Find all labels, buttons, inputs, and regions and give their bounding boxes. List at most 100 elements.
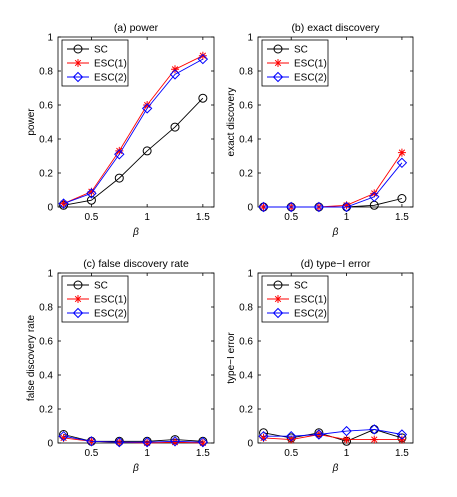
data-point: [171, 438, 179, 447]
data-point: [341, 201, 352, 213]
legend-entry-label: ESC(1): [94, 295, 127, 306]
data-point: [58, 198, 69, 209]
data-point: [342, 435, 351, 444]
data-point: [369, 424, 380, 435]
legend-entry-label: ESC(2): [294, 73, 327, 84]
legend-entry-label: SC: [294, 281, 308, 292]
x-axis-label: β: [132, 227, 139, 238]
data-point: [198, 439, 207, 447]
data-point: [198, 93, 208, 103]
y-tick-label: 0: [47, 439, 53, 450]
x-tick-label: 0.5: [84, 212, 98, 223]
y-tick-label: 0.2: [39, 405, 53, 416]
y-tick-label: 0.6: [39, 101, 53, 112]
x-tick-label: 1.5: [395, 448, 409, 459]
legend-entry-label: SC: [294, 45, 308, 56]
data-point: [286, 430, 297, 442]
legend-marker: [73, 280, 83, 290]
y-tick-label: 0.8: [39, 67, 53, 78]
x-tick-label: 1: [344, 448, 350, 459]
data-point: [397, 194, 407, 203]
data-point: [258, 201, 269, 213]
x-tick-label: 1.5: [196, 212, 210, 223]
series-line: [63, 58, 204, 205]
y-tick-label: 0.4: [239, 135, 253, 146]
chart-panel: 0.5 1 1.5 0 0.2 0.4 0.6 0.8 1 (a) power β power SC ES…: [26, 22, 215, 238]
data-point: [286, 201, 297, 213]
legend: SC ESC(1) ESC(2): [261, 39, 329, 87]
chart-title: (b) exact discovery: [291, 22, 380, 34]
data-point: [143, 101, 152, 109]
data-point: [115, 146, 124, 155]
legend-entry-label: SC: [94, 45, 108, 56]
data-point: [87, 187, 96, 196]
legend-marker: [73, 44, 83, 54]
data-point: [197, 436, 209, 448]
legend-marker: [274, 59, 282, 67]
data-point: [59, 433, 68, 442]
x-tick-label: 1: [344, 212, 350, 223]
legend-marker: [273, 280, 283, 290]
x-axis-label: β: [332, 227, 339, 238]
legend-entry-label: SC: [94, 281, 108, 292]
data-point: [142, 146, 152, 156]
y-tick-label: 0.2: [239, 405, 253, 416]
x-tick-label: 1: [144, 212, 150, 223]
chart-panel: 0.5 1 1.5 0 0.2 0.4 0.6 0.8 1 (c) false discovery…: [26, 258, 215, 474]
legend-entry-label: ESC(1): [294, 59, 327, 70]
x-tick-label: 0.5: [284, 448, 298, 459]
legend-marker: [74, 295, 82, 303]
x-tick-label: 1: [144, 448, 150, 459]
chart-title: (a) power: [114, 22, 159, 34]
y-tick-label: 0.4: [39, 135, 53, 146]
y-tick-label: 0.8: [239, 303, 253, 314]
y-axis-label: exact discovery: [226, 88, 237, 157]
y-tick-label: 1: [247, 33, 253, 44]
y-tick-label: 0.8: [239, 67, 253, 78]
data-point: [341, 425, 352, 437]
data-point: [258, 430, 269, 442]
legend: SC ESC(1) ESC(2): [261, 275, 329, 323]
data-point: [86, 436, 97, 447]
y-tick-label: 0.4: [239, 371, 253, 382]
y-tick-label: 0.4: [39, 371, 53, 382]
data-point: [86, 188, 97, 199]
data-point: [58, 430, 69, 442]
chart-panel: 0.5 1 1.5 0 0.2 0.4 0.6 0.8 1 (d) type−I error β ty…: [226, 258, 414, 474]
legend: SC ESC(1) ESC(2): [61, 39, 129, 87]
series-line: [263, 434, 402, 441]
data-point: [397, 148, 406, 157]
data-point: [396, 157, 408, 169]
data-point: [86, 195, 96, 205]
legend-entry-label: ESC(1): [94, 59, 127, 70]
legend-marker: [74, 59, 82, 67]
y-tick-label: 0.6: [39, 337, 53, 348]
chart-title: (d) type−I error: [301, 258, 371, 270]
data-point: [198, 51, 207, 60]
data-point: [141, 436, 153, 448]
legend-entry-label: ESC(2): [94, 309, 127, 320]
y-tick-label: 0.6: [239, 101, 253, 112]
data-point: [313, 429, 325, 440]
data-point: [114, 436, 125, 448]
x-tick-label: 1.5: [196, 448, 210, 459]
x-axis-label: β: [132, 463, 139, 474]
data-point: [143, 439, 152, 447]
y-axis-label: type−I error: [226, 332, 237, 384]
y-tick-label: 0.8: [39, 303, 53, 314]
x-tick-label: 0.5: [84, 448, 98, 459]
y-tick-label: 0.2: [239, 169, 253, 180]
x-tick-label: 0.5: [284, 212, 298, 223]
y-tick-label: 1: [247, 269, 253, 280]
data-point: [396, 429, 408, 440]
legend-entry-label: ESC(1): [294, 295, 327, 306]
series-line: [63, 97, 204, 206]
legend-marker: [274, 295, 282, 303]
legend-marker: [273, 44, 283, 54]
y-tick-label: 0.6: [239, 337, 253, 348]
data-point: [197, 53, 209, 65]
legend-marker: [72, 71, 84, 83]
data-point: [141, 103, 153, 114]
data-point: [287, 435, 296, 444]
data-point: [169, 436, 181, 447]
